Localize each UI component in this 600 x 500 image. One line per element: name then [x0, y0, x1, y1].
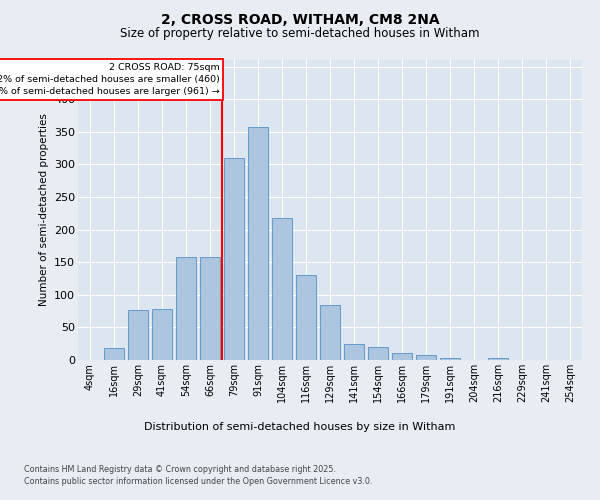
- Text: Size of property relative to semi-detached houses in Witham: Size of property relative to semi-detach…: [120, 28, 480, 40]
- Bar: [488, 358, 508, 360]
- Text: 2, CROSS ROAD, WITHAM, CM8 2NA: 2, CROSS ROAD, WITHAM, CM8 2NA: [161, 12, 439, 26]
- Bar: [272, 218, 292, 360]
- Text: Contains HM Land Registry data © Crown copyright and database right 2025.
Contai: Contains HM Land Registry data © Crown c…: [24, 465, 373, 486]
- Text: Distribution of semi-detached houses by size in Witham: Distribution of semi-detached houses by …: [145, 422, 455, 432]
- Bar: [224, 158, 244, 360]
- Text: 2 CROSS ROAD: 75sqm
← 32% of semi-detached houses are smaller (460)
67% of semi-: 2 CROSS ROAD: 75sqm ← 32% of semi-detach…: [0, 64, 220, 96]
- Bar: [176, 257, 196, 360]
- Y-axis label: Number of semi-detached properties: Number of semi-detached properties: [38, 114, 49, 306]
- Bar: [344, 344, 364, 360]
- Bar: [152, 309, 172, 360]
- Bar: [200, 257, 220, 360]
- Bar: [416, 355, 436, 360]
- Bar: [320, 304, 340, 360]
- Bar: [368, 347, 388, 360]
- Bar: [104, 348, 124, 360]
- Bar: [248, 127, 268, 360]
- Bar: [440, 358, 460, 360]
- Bar: [296, 275, 316, 360]
- Bar: [128, 310, 148, 360]
- Bar: [392, 353, 412, 360]
